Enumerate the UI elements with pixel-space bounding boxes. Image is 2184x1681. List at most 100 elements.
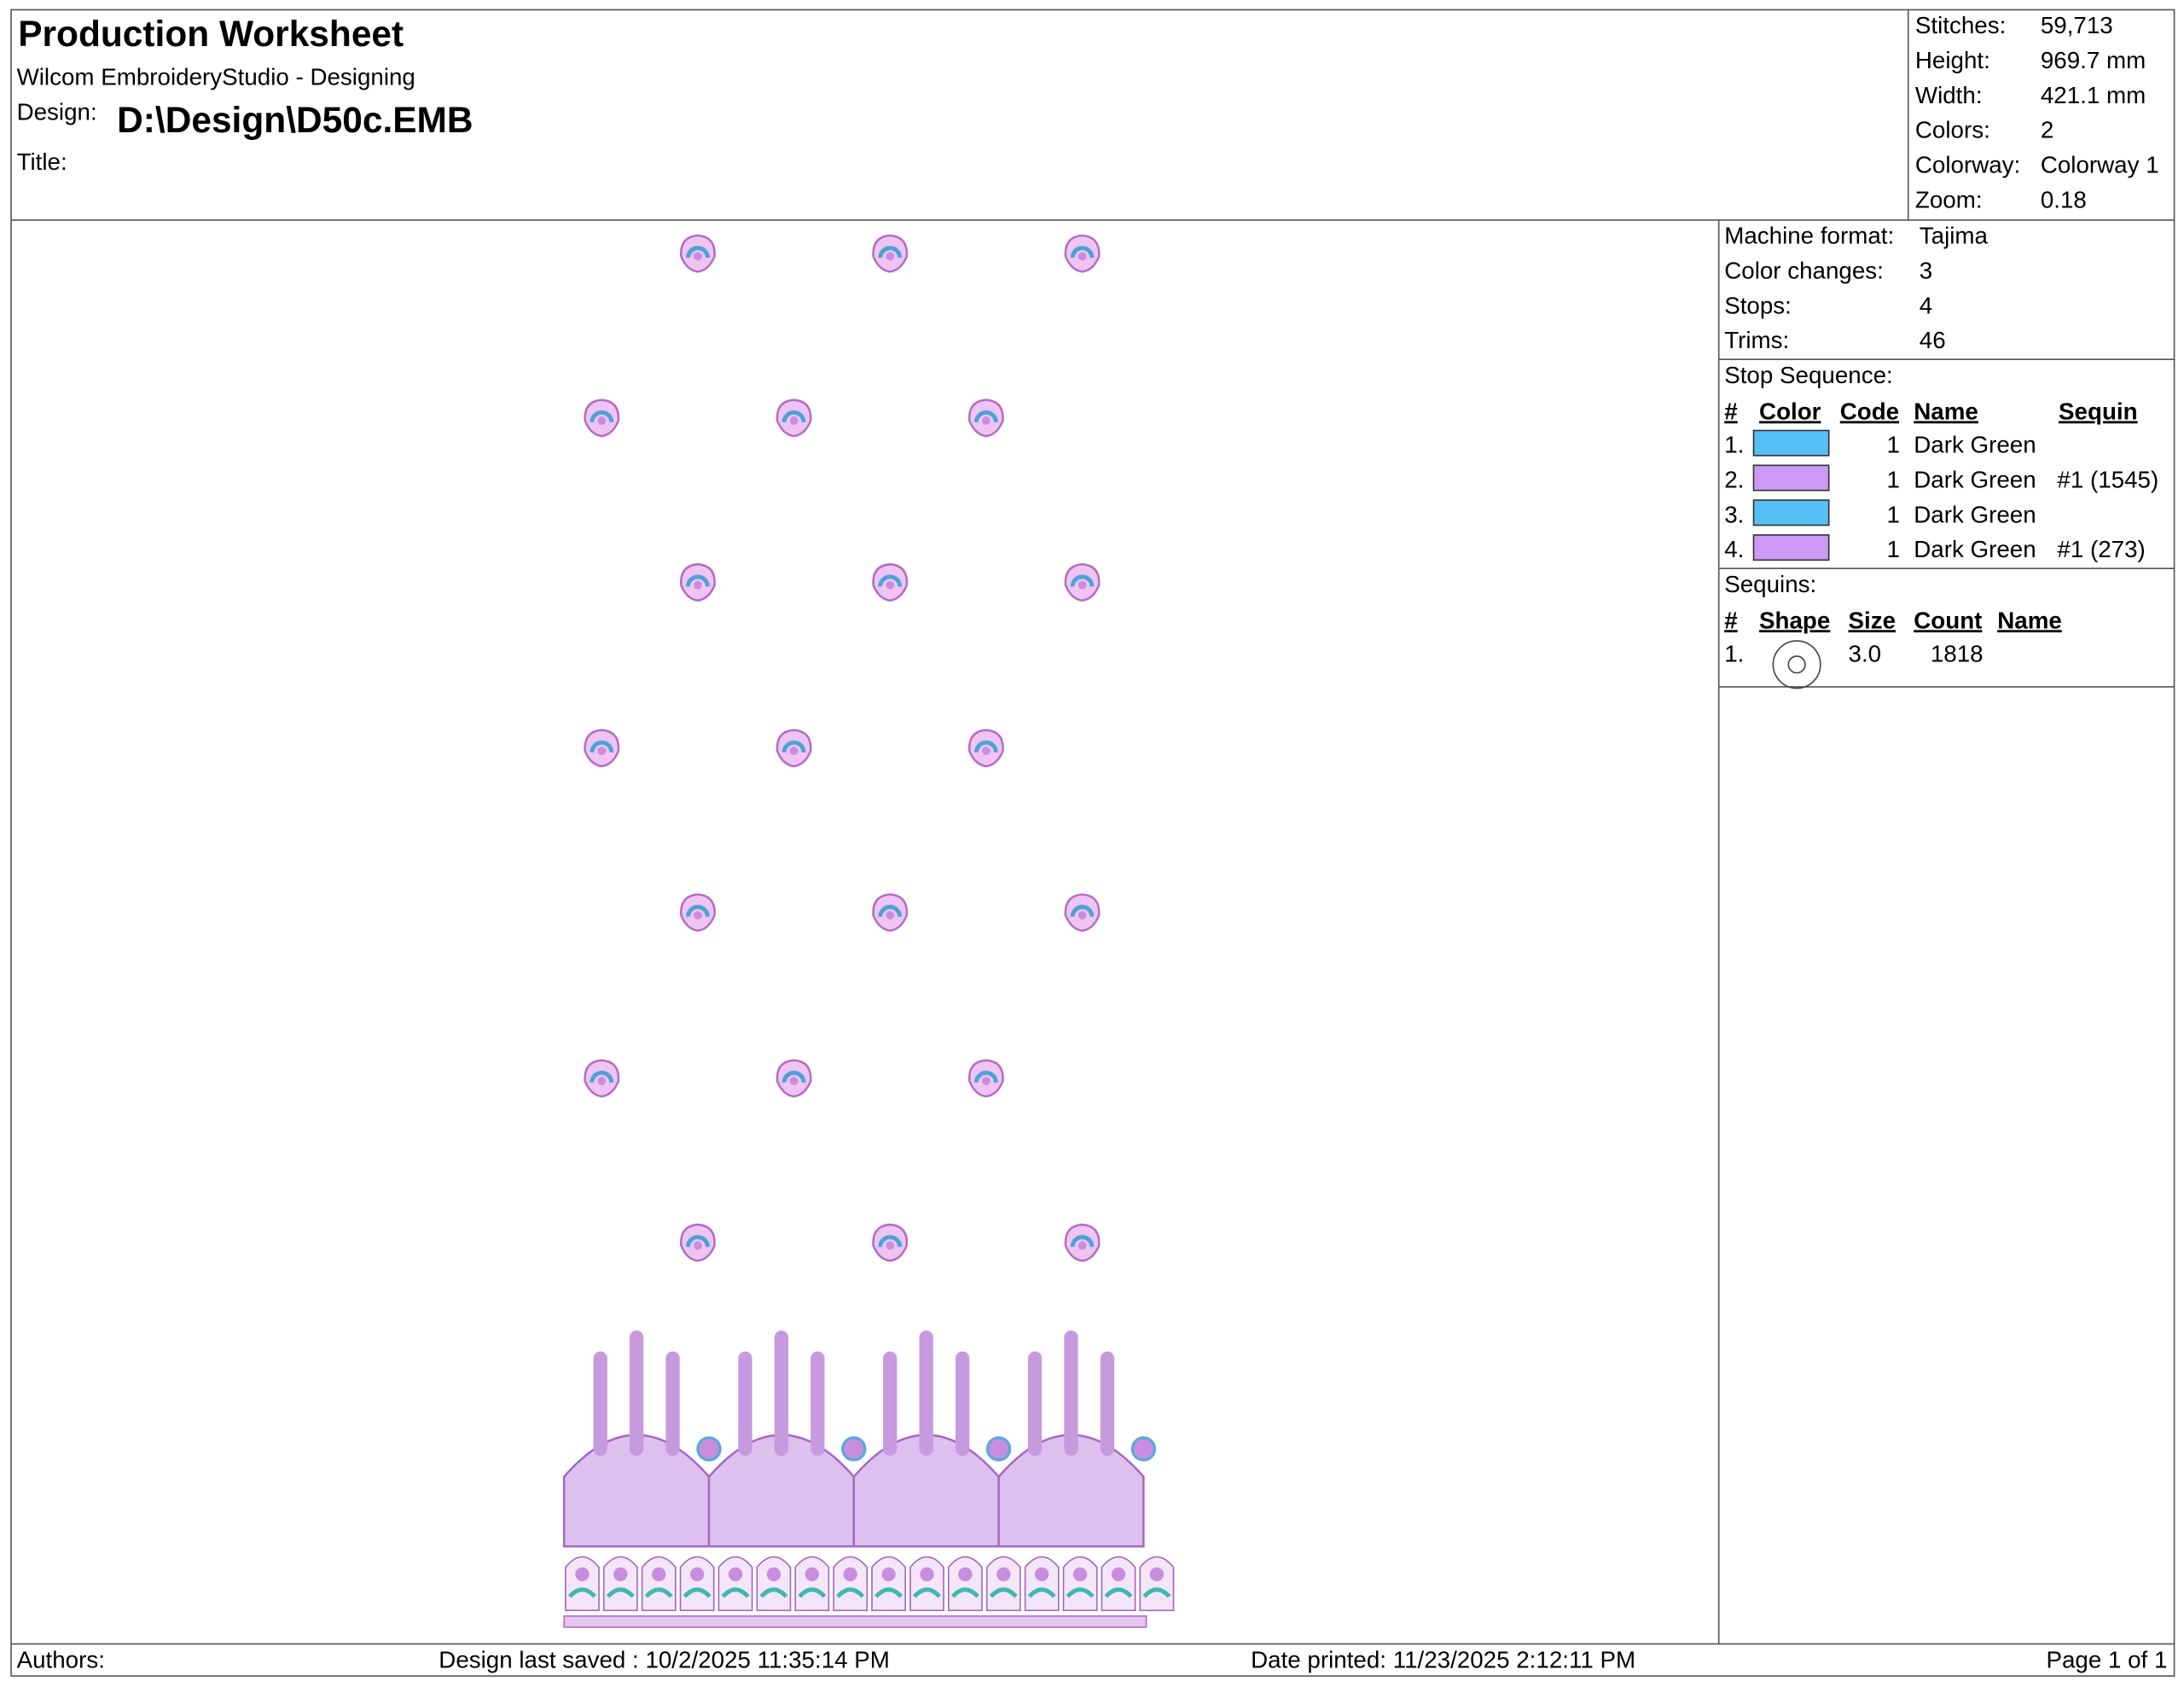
tile-leaf xyxy=(874,1587,903,1598)
sequin: #1 (1545) xyxy=(2057,466,2158,492)
tile-leaf xyxy=(950,1587,979,1598)
tile-flower xyxy=(1035,1567,1049,1582)
info-label: Zoom: xyxy=(1915,186,1983,212)
column-header: Shape xyxy=(1759,607,1830,633)
sequin: #1 (273) xyxy=(2057,536,2145,562)
motif-center xyxy=(789,1077,799,1085)
machine-value: 4 xyxy=(1920,292,1932,318)
tile-leaf xyxy=(682,1587,712,1598)
tile-flower xyxy=(689,1567,705,1582)
thread-name: Dark Green xyxy=(1914,501,2036,527)
info-label: Colors: xyxy=(1915,117,1990,143)
title-label: Title: xyxy=(17,148,67,175)
motif-arc xyxy=(1070,574,1095,587)
sequin-shape xyxy=(1772,640,1821,689)
tile-leaf xyxy=(1142,1587,1171,1598)
column-header: # xyxy=(1724,607,1737,633)
section-heading: Sequins: xyxy=(1724,571,1816,597)
motif-center xyxy=(597,1077,607,1085)
design-label: Design: xyxy=(17,98,97,125)
info-label: Width: xyxy=(1915,82,1983,108)
motif-arc xyxy=(686,246,710,259)
thread-name: Dark Green xyxy=(1914,466,2036,492)
tile-leaf xyxy=(1066,1587,1095,1598)
motif-arc xyxy=(878,246,903,259)
motif-center xyxy=(694,1241,702,1250)
info-value: Colorway 1 xyxy=(2041,151,2159,177)
motif-center xyxy=(982,747,990,755)
motif-arc xyxy=(878,1235,903,1248)
tile-flower xyxy=(920,1567,934,1582)
motif-arc xyxy=(1070,246,1095,259)
motif-center xyxy=(597,416,607,425)
column-header: Count xyxy=(1914,607,1982,633)
tile xyxy=(717,1556,753,1612)
row-number: 4. xyxy=(1724,536,1744,562)
saved-date: Design last saved : 10/2/2025 11:35:14 P… xyxy=(439,1646,890,1672)
tile xyxy=(833,1556,868,1612)
tile-flower xyxy=(1149,1567,1165,1582)
motif-arc xyxy=(974,740,998,753)
machine-value: 46 xyxy=(1920,327,1946,353)
printed-date: Date printed: 11/23/2025 2:12:11 PM xyxy=(1251,1646,1635,1672)
motif-center xyxy=(886,910,895,920)
tile xyxy=(1139,1556,1175,1612)
machine-label: Trims: xyxy=(1724,327,1789,353)
tile-flower xyxy=(766,1567,781,1582)
tile-leaf xyxy=(1104,1587,1133,1598)
motif-arc xyxy=(974,410,998,422)
tile xyxy=(602,1556,638,1612)
app-name: Wilcom EmbroideryStudio - Designing xyxy=(17,64,415,90)
tile-flower xyxy=(843,1567,857,1582)
tile xyxy=(909,1556,944,1612)
row-number: 1. xyxy=(1724,641,1744,667)
tile-flower xyxy=(1111,1567,1126,1582)
column-header: Color xyxy=(1759,398,1821,424)
code: 1 xyxy=(1887,466,1900,492)
motif-arc xyxy=(686,574,710,587)
machine-label: Machine format: xyxy=(1724,223,1894,249)
motif-center xyxy=(789,416,799,425)
motif-center xyxy=(1077,252,1087,261)
tile-leaf xyxy=(989,1587,1018,1598)
tile-leaf xyxy=(606,1587,635,1598)
motif-center xyxy=(789,747,799,755)
tile-flower xyxy=(804,1567,819,1582)
motif-center xyxy=(694,252,702,261)
tile-leaf xyxy=(836,1587,865,1598)
design-preview xyxy=(563,234,1175,1628)
tile xyxy=(641,1556,677,1612)
info-value: 0.18 xyxy=(2041,186,2087,212)
machine-value: Tajima xyxy=(1920,223,1989,249)
row-number: 3. xyxy=(1724,501,1744,527)
title: Production Worksheet xyxy=(18,14,404,54)
tile xyxy=(985,1556,1021,1612)
tile-flower xyxy=(613,1567,628,1582)
info-label: Height: xyxy=(1915,47,1990,73)
flower xyxy=(985,1436,1012,1462)
info-label: Colorway: xyxy=(1915,151,2020,177)
flower xyxy=(841,1436,867,1462)
machine-label: Color changes: xyxy=(1724,258,1884,284)
flower xyxy=(696,1436,722,1462)
info-value: 59,713 xyxy=(2041,12,2113,38)
tile-leaf xyxy=(721,1587,750,1598)
color-swatch xyxy=(1752,499,1830,526)
motif-arc xyxy=(1070,904,1095,917)
motif-arc xyxy=(878,574,903,587)
motif-arc xyxy=(590,410,614,422)
motif-arc xyxy=(686,1235,710,1248)
tile-leaf xyxy=(759,1587,788,1598)
tile xyxy=(1101,1556,1136,1612)
design-path: D:\Design\D50c.EMB xyxy=(117,100,473,140)
column-header: # xyxy=(1724,398,1737,424)
tile xyxy=(756,1556,792,1612)
flower xyxy=(1130,1436,1157,1462)
motif-arc xyxy=(590,1070,614,1083)
sequin-hole xyxy=(1787,655,1806,674)
row-number: 1. xyxy=(1724,432,1744,458)
thread-name: Dark Green xyxy=(1914,536,2036,562)
info-value: 2 xyxy=(2041,117,2053,143)
